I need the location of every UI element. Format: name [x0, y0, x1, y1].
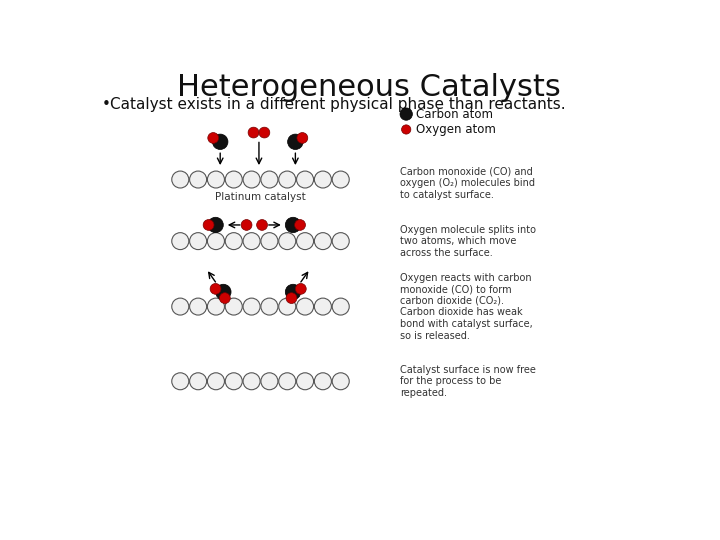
Circle shape — [208, 217, 223, 233]
Circle shape — [212, 134, 228, 150]
Circle shape — [279, 233, 296, 249]
Circle shape — [261, 298, 278, 315]
Circle shape — [285, 217, 301, 233]
Circle shape — [243, 171, 260, 188]
Circle shape — [297, 298, 314, 315]
Text: Carbon atom: Carbon atom — [415, 107, 492, 120]
Circle shape — [332, 373, 349, 390]
Circle shape — [225, 233, 243, 249]
Circle shape — [208, 132, 219, 143]
Text: •: • — [102, 97, 110, 112]
Circle shape — [207, 233, 225, 249]
Circle shape — [297, 373, 314, 390]
Text: Oxygen molecule splits into
two atoms, which move
across the surface.: Oxygen molecule splits into two atoms, w… — [400, 225, 536, 258]
Circle shape — [285, 284, 301, 300]
Circle shape — [297, 233, 314, 249]
Circle shape — [315, 233, 331, 249]
Text: Oxygen atom: Oxygen atom — [415, 123, 495, 136]
Circle shape — [295, 284, 306, 294]
Circle shape — [297, 171, 314, 188]
Circle shape — [243, 373, 260, 390]
Circle shape — [248, 127, 259, 138]
Circle shape — [279, 298, 296, 315]
Circle shape — [279, 171, 296, 188]
Circle shape — [287, 134, 303, 150]
Circle shape — [172, 171, 189, 188]
Circle shape — [332, 298, 349, 315]
Circle shape — [189, 233, 207, 249]
Circle shape — [243, 298, 260, 315]
Circle shape — [294, 220, 305, 231]
Circle shape — [203, 220, 214, 231]
Circle shape — [189, 298, 207, 315]
Circle shape — [402, 125, 411, 134]
Circle shape — [261, 171, 278, 188]
Text: Heterogeneous Catalysts: Heterogeneous Catalysts — [177, 72, 561, 102]
Circle shape — [315, 373, 331, 390]
Text: Oxygen reacts with carbon
monoxide (CO) to form
carbon dioxide (CO₂).
Carbon dio: Oxygen reacts with carbon monoxide (CO) … — [400, 273, 533, 341]
Circle shape — [241, 220, 252, 231]
Circle shape — [220, 293, 230, 303]
Circle shape — [207, 298, 225, 315]
Circle shape — [207, 373, 225, 390]
Circle shape — [225, 373, 243, 390]
Circle shape — [189, 171, 207, 188]
Circle shape — [172, 373, 189, 390]
Circle shape — [400, 108, 413, 120]
Circle shape — [215, 284, 231, 300]
Circle shape — [315, 298, 331, 315]
Circle shape — [243, 233, 260, 249]
Text: Carbon monoxide (CO) and
oxygen (O₂) molecules bind
to catalyst surface.: Carbon monoxide (CO) and oxygen (O₂) mol… — [400, 167, 535, 200]
Circle shape — [210, 284, 221, 294]
Circle shape — [332, 171, 349, 188]
Circle shape — [207, 171, 225, 188]
Text: Catalyst exists in a different physical phase than reactants.: Catalyst exists in a different physical … — [110, 97, 566, 112]
Text: Platinum catalyst: Platinum catalyst — [215, 192, 306, 202]
Text: Catalyst surface is now free
for the process to be
repeated.: Catalyst surface is now free for the pro… — [400, 364, 536, 398]
Circle shape — [259, 127, 270, 138]
Circle shape — [189, 373, 207, 390]
Circle shape — [279, 373, 296, 390]
Circle shape — [297, 132, 307, 143]
Circle shape — [172, 233, 189, 249]
Circle shape — [332, 233, 349, 249]
Circle shape — [315, 171, 331, 188]
Circle shape — [256, 220, 267, 231]
Circle shape — [261, 233, 278, 249]
Circle shape — [261, 373, 278, 390]
Circle shape — [225, 171, 243, 188]
Circle shape — [172, 298, 189, 315]
Circle shape — [225, 298, 243, 315]
Circle shape — [286, 293, 297, 303]
